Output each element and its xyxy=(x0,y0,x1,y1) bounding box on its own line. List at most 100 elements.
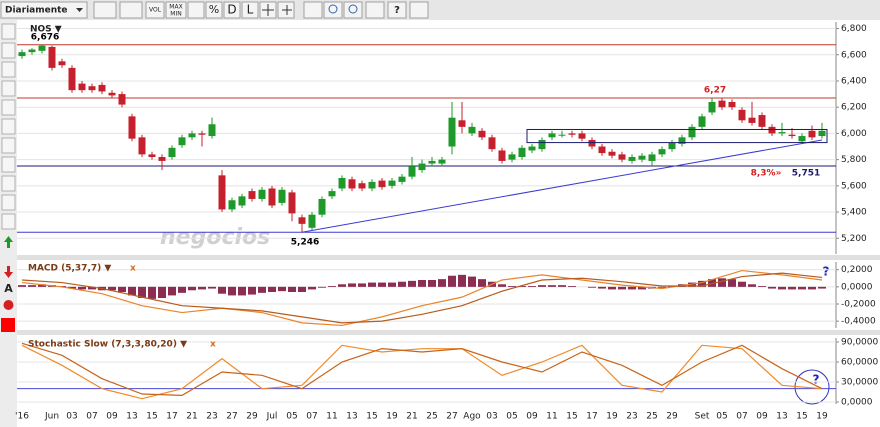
candle-body xyxy=(328,191,336,197)
x-tick-label: Jun xyxy=(44,412,59,422)
candle-body xyxy=(238,196,246,206)
draw-button[interactable] xyxy=(119,1,143,19)
candle-body xyxy=(558,134,566,136)
zoom-out-icon xyxy=(328,4,338,14)
histogram-bar xyxy=(158,286,166,298)
trendline xyxy=(301,139,823,233)
down-arrow-tool[interactable] xyxy=(4,266,13,278)
histogram-bar xyxy=(728,279,736,287)
zoom-out-button[interactable] xyxy=(323,1,343,19)
l-button[interactable] xyxy=(241,1,259,19)
y-tick-label: 6,600 xyxy=(841,50,867,60)
period-dropdown[interactable] xyxy=(0,1,88,19)
tool-button[interactable] xyxy=(1,137,16,154)
tool-button[interactable] xyxy=(1,156,16,173)
candle-body xyxy=(108,92,116,96)
text-tool[interactable]: A xyxy=(4,282,13,295)
candle-body xyxy=(338,177,346,189)
candle-body xyxy=(598,146,606,154)
candle-body xyxy=(48,46,56,68)
candle-body xyxy=(698,116,706,127)
color-tool[interactable] xyxy=(1,318,15,332)
x-tick-label: '16 xyxy=(15,412,29,422)
histogram-bar xyxy=(478,279,486,287)
candle-body xyxy=(648,154,656,161)
histogram-bar xyxy=(68,286,76,289)
candle-body xyxy=(668,142,676,150)
candle-body xyxy=(638,155,646,160)
up-arrow-tool[interactable] xyxy=(4,236,13,248)
histogram-bar xyxy=(708,279,716,287)
y-tick-label: 5,200 xyxy=(841,234,867,244)
x-tick-label: 13 xyxy=(126,412,137,422)
histogram-bar xyxy=(628,286,636,290)
tool-button[interactable] xyxy=(1,118,16,135)
panel-close[interactable]: x xyxy=(210,340,216,350)
tool-button[interactable] xyxy=(1,23,16,40)
tool-button[interactable] xyxy=(1,80,16,97)
candle-body xyxy=(618,154,626,160)
histogram-bar xyxy=(688,282,696,287)
d-button[interactable] xyxy=(223,1,241,19)
grid-button[interactable] xyxy=(187,1,205,19)
histogram-bar xyxy=(638,286,646,290)
histogram-bar xyxy=(258,286,266,293)
histogram-bar xyxy=(388,282,396,287)
candle-body xyxy=(608,151,616,156)
histogram-bar xyxy=(798,286,806,290)
candle-body xyxy=(398,176,406,182)
panel-separator[interactable] xyxy=(17,330,880,335)
panel-title: MACD (5,37,7) ▼ xyxy=(28,264,111,274)
x-tick-label: 19 xyxy=(816,412,828,422)
max-label: MAX xyxy=(169,4,182,11)
delete-tool[interactable] xyxy=(3,300,14,310)
panel-close[interactable]: x xyxy=(130,264,136,274)
book-button[interactable] xyxy=(409,1,429,19)
candle-body xyxy=(738,109,746,121)
candle-body xyxy=(588,139,596,147)
tool-button[interactable] xyxy=(1,194,16,211)
zoom-in-button[interactable] xyxy=(343,1,363,19)
histogram-bar xyxy=(348,283,356,287)
panel-separator[interactable] xyxy=(17,255,880,260)
candle-body xyxy=(448,117,456,147)
candle-body xyxy=(758,115,766,127)
help-button[interactable] xyxy=(387,1,407,19)
candle-body xyxy=(188,133,196,138)
tool-button[interactable] xyxy=(1,42,16,59)
histogram-bar xyxy=(178,286,186,293)
histogram-bar xyxy=(88,286,96,290)
candle-body xyxy=(88,86,96,91)
tool-button[interactable] xyxy=(1,61,16,78)
candle-body xyxy=(378,180,386,188)
candle-body xyxy=(538,139,546,150)
y-tick-label: 6,000 xyxy=(841,129,867,139)
candle-body xyxy=(528,146,536,151)
candle-body xyxy=(358,183,366,189)
print-button[interactable] xyxy=(365,1,385,19)
x-tick-label: 03 xyxy=(486,412,497,422)
candle-body xyxy=(208,124,216,137)
percent-label: % xyxy=(209,3,219,16)
candle-body xyxy=(318,198,326,215)
maxmin-button[interactable] xyxy=(165,1,187,19)
zoom-fit-button[interactable] xyxy=(303,1,323,19)
tool-button[interactable] xyxy=(1,175,16,192)
x-tick-label: 29 xyxy=(666,412,678,422)
histogram-bar xyxy=(448,275,456,287)
chart-type-button[interactable] xyxy=(93,1,117,19)
tool-button[interactable] xyxy=(1,99,16,116)
tool-button[interactable] xyxy=(1,213,16,230)
vol-button[interactable] xyxy=(145,1,165,19)
x-tick-label: 29 xyxy=(246,412,258,422)
x-tick-label: 15 xyxy=(796,412,807,422)
percent-button[interactable] xyxy=(205,1,223,19)
histogram-bar xyxy=(408,280,416,287)
x-tick-label: 13 xyxy=(776,412,787,422)
x-tick-label: 15 xyxy=(366,412,377,422)
annotation: 6,27 xyxy=(704,86,726,96)
histogram-bar xyxy=(598,286,606,289)
x-tick-label: Jul xyxy=(266,412,278,422)
x-tick-label: 25 xyxy=(646,412,657,422)
